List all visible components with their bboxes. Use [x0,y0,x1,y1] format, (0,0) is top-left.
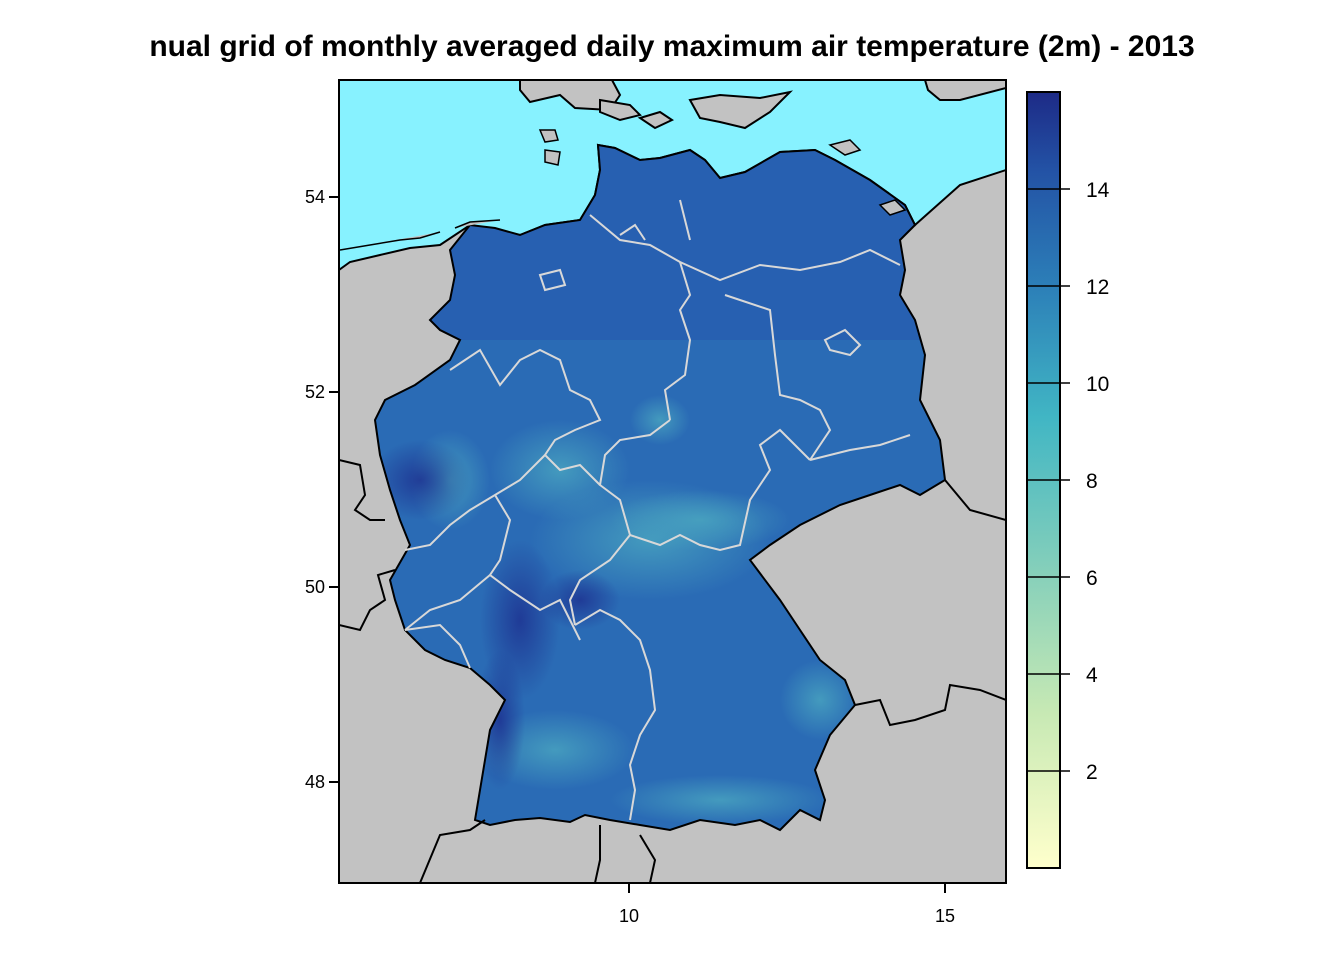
colorbar-tick-label: 14 [1086,179,1110,202]
colorbar-tick-label: 6 [1086,567,1098,590]
island-fehmarn [637,110,675,130]
state-borders [404,199,911,821]
y-tick-label: 52 [305,382,325,402]
x-tick-label: 10 [619,906,639,926]
x-tick-label: 15 [935,906,955,926]
colorbar-tick-label: 2 [1086,761,1098,784]
zealand-land [688,90,794,130]
y-tick-label: 48 [305,772,325,792]
coast-islands [339,129,907,251]
map-title-text: nual grid of monthly averaged daily maxi… [149,30,1195,63]
germany-border [373,143,947,832]
map-frame [338,79,1007,884]
map-title: nual grid of monthly averaged daily maxi… [0,30,1344,74]
island-bornholm [599,98,642,122]
y-tick-label: 50 [305,577,325,597]
colorbar-tick-label: 10 [1086,373,1109,396]
sweden-land [923,80,1006,101]
colorbar-ticks: 2 4 6 8 10 12 14 [1027,179,1110,784]
y-tick-label: 54 [305,187,325,207]
colorbar: 2 4 6 8 10 12 14 [1026,91,1110,869]
neighbor-borders [339,459,1006,883]
denmark-land [519,80,622,112]
x-axis: 10 15 [619,883,955,926]
colorbar-tick-label: 4 [1086,664,1098,687]
y-axis: 48 50 52 54 [305,187,339,792]
colorbar-tick-label: 12 [1086,276,1109,299]
colorbar-tick-label: 8 [1086,470,1098,493]
